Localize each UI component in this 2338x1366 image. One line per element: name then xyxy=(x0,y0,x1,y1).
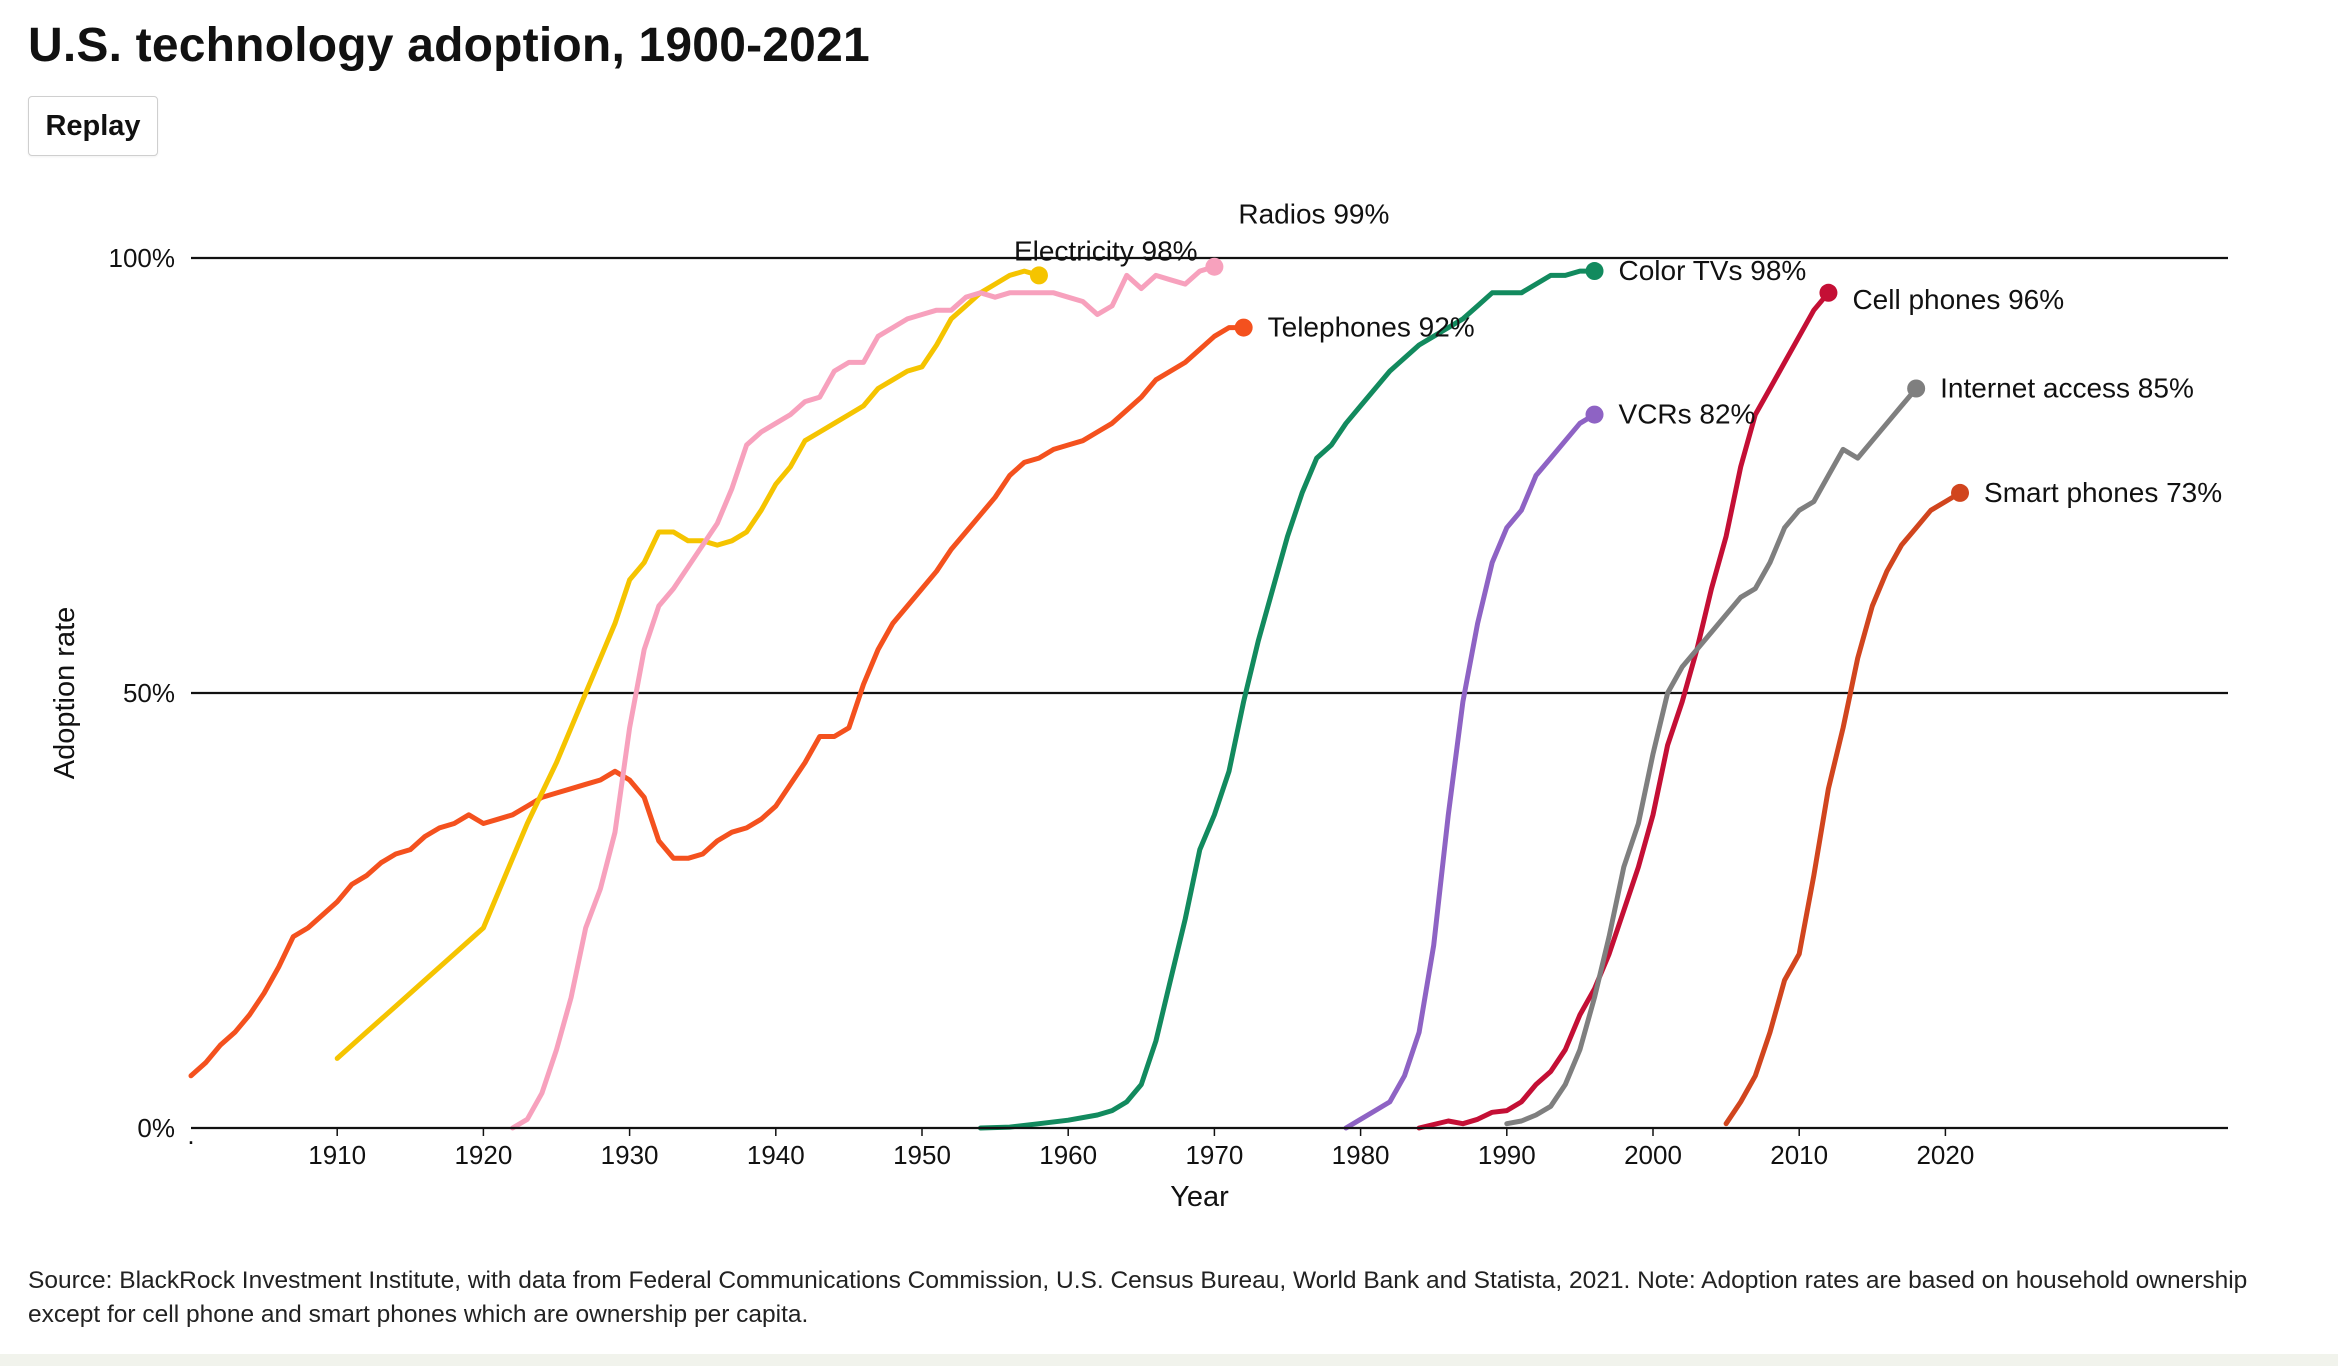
series-label-vcrs: VCRs 82% xyxy=(1619,399,1756,430)
x-tick-label: 1980 xyxy=(1332,1140,1390,1170)
source-footnote: Source: BlackRock Investment Institute, … xyxy=(28,1267,2248,1328)
series-label-electricity: Electricity 98% xyxy=(1014,235,1198,266)
x-tick-label: 1920 xyxy=(454,1140,512,1170)
series-line-internet-access xyxy=(1504,386,1919,1127)
series-endpoint-telephones xyxy=(1234,318,1253,337)
x-tick-label: 2000 xyxy=(1624,1140,1682,1170)
y-axis-title: Adoption rate xyxy=(49,607,81,780)
series-line-vcrs xyxy=(1343,412,1597,1131)
x-tick-label: 1960 xyxy=(1039,1140,1097,1170)
series-endpoint-vcrs xyxy=(1585,405,1604,424)
series-line-cell-phones xyxy=(1416,290,1831,1131)
x-tick-label: 1940 xyxy=(747,1140,805,1170)
series-line-smart-phones xyxy=(1723,490,1963,1127)
x-tick-label: 1970 xyxy=(1185,1140,1243,1170)
series-label-cell-phones: Cell phones 96% xyxy=(1852,284,2064,315)
series-endpoint-internet-access xyxy=(1907,379,1926,398)
series-endpoint-radios xyxy=(1205,257,1224,276)
series-label-smart-phones: Smart phones 73% xyxy=(1984,477,2222,508)
series-label-internet-access: Internet access 85% xyxy=(1940,373,2194,404)
y-tick-label: 100% xyxy=(109,243,176,273)
x-tick-label: 2010 xyxy=(1770,1140,1828,1170)
x-tick-label: 1930 xyxy=(601,1140,659,1170)
series-label-radios: Radios 99% xyxy=(1238,199,1389,230)
series-line-radios xyxy=(510,264,1217,1131)
series-label-color-tvs: Color TVs 98% xyxy=(1619,255,1807,286)
x-tick-label: 1950 xyxy=(893,1140,951,1170)
series-endpoint-cell-phones xyxy=(1819,283,1838,302)
x-tick-label: 1990 xyxy=(1478,1140,1536,1170)
x-tick-label: 1910 xyxy=(308,1140,366,1170)
series-label-telephones: Telephones 92% xyxy=(1268,312,1475,343)
chart-title: U.S. technology adoption, 1900-2021 xyxy=(28,19,870,72)
replay-button[interactable]: Replay xyxy=(28,96,158,156)
footer-bar xyxy=(0,1354,2338,1366)
series-line-telephones xyxy=(188,325,1247,1079)
series-endpoint-electricity xyxy=(1029,266,1048,285)
series-line-color-tvs xyxy=(978,268,1597,1131)
series-endpoint-color-tvs xyxy=(1585,262,1604,281)
series-endpoint-smart-phones xyxy=(1951,483,1970,502)
series-line-electricity xyxy=(334,268,1042,1061)
x-tick-label: . xyxy=(187,1120,194,1150)
y-tick-label: 0% xyxy=(137,1113,175,1143)
y-tick-label: 50% xyxy=(123,678,175,708)
x-axis-title: Year xyxy=(1170,1181,1229,1213)
x-tick-label: 2020 xyxy=(1916,1140,1974,1170)
